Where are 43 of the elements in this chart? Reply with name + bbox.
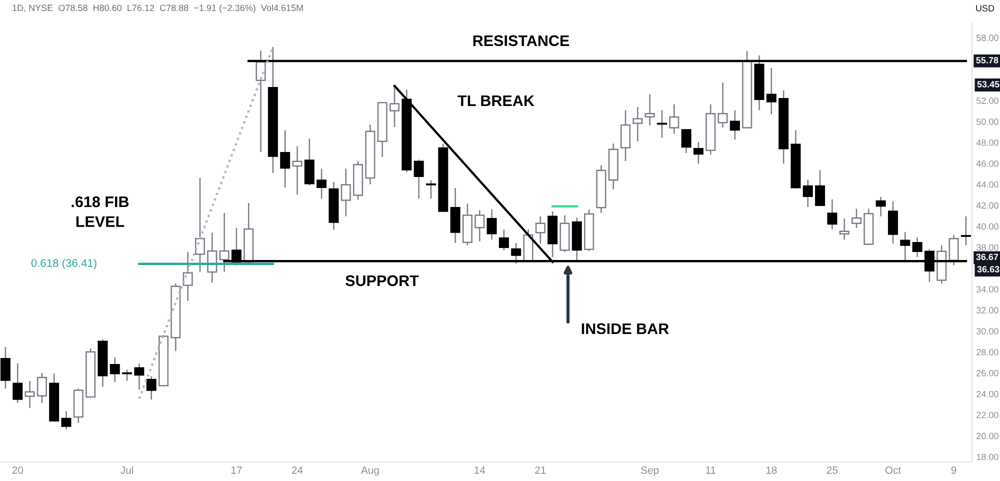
- x-tick-label: 17: [231, 466, 242, 474]
- x-tick-label: 18: [766, 466, 777, 474]
- x-tick-label: 11: [706, 466, 716, 474]
- x-tick-label: Aug: [360, 466, 379, 476]
- annotation: 0.618 (36.41): [31, 258, 96, 270]
- x-tick-label: 24: [292, 466, 303, 474]
- y-tick-label: 38.00: [976, 244, 998, 251]
- annotation: SUPPORT: [346, 275, 419, 286]
- data-label: 36.67: [976, 254, 998, 260]
- x-tick-label: 14: [474, 466, 486, 474]
- y-tick-label: 18.00: [976, 454, 998, 460]
- y-tick-label: 26.00: [976, 370, 998, 376]
- annotation: INSIDE BAR: [582, 323, 669, 334]
- y-tick-label: 46.00: [976, 160, 998, 167]
- y-tick-label: 48.00: [976, 139, 998, 146]
- y-tick-label: 40.00: [976, 223, 998, 230]
- y-tick-label: 22.00: [976, 412, 998, 418]
- x-tick-label: 20: [12, 466, 24, 474]
- x-tick-label: 25: [826, 466, 838, 474]
- annotation: .618 FIB LEVEL: [72, 196, 129, 227]
- x-tick-label: Sep: [641, 466, 659, 476]
- y-tick-label: 42.00: [976, 202, 998, 209]
- x-tick-label: Oct: [885, 466, 901, 474]
- data-label: 55.78: [976, 57, 998, 64]
- annotation: TL BREAK: [458, 95, 534, 106]
- y-tick-label: 24.00: [976, 390, 998, 398]
- x-tick-label: 21: [535, 466, 546, 474]
- x-tick-label: Jul: [120, 466, 134, 474]
- text: 53.45: [977, 81, 1000, 88]
- y-tick-label: 30.00: [976, 328, 998, 334]
- y-tick-label: 58.00: [976, 34, 998, 42]
- y-tick-label: 52.00: [976, 98, 998, 104]
- x-tick-label: 9: [951, 466, 956, 474]
- y-tick-label: 28.00: [976, 348, 998, 356]
- y-tick-label: 32.00: [976, 307, 998, 314]
- y-tick-label: 20.00: [976, 432, 998, 440]
- y-tick-label: 44.00: [976, 181, 998, 188]
- chart-title: 1D, NYSE O78.58 H80.60 L76.12 C78.88 −1.91 (−2.36%) Vol4.615M: [12, 4, 303, 13]
- text: 36.63: [977, 266, 1000, 272]
- annotation: RESISTANCE: [473, 35, 570, 46]
- y-tick-label: 50.00: [976, 118, 998, 125]
- y-tick-label: 34.00: [976, 286, 998, 293]
- text: USD: [976, 5, 994, 12]
